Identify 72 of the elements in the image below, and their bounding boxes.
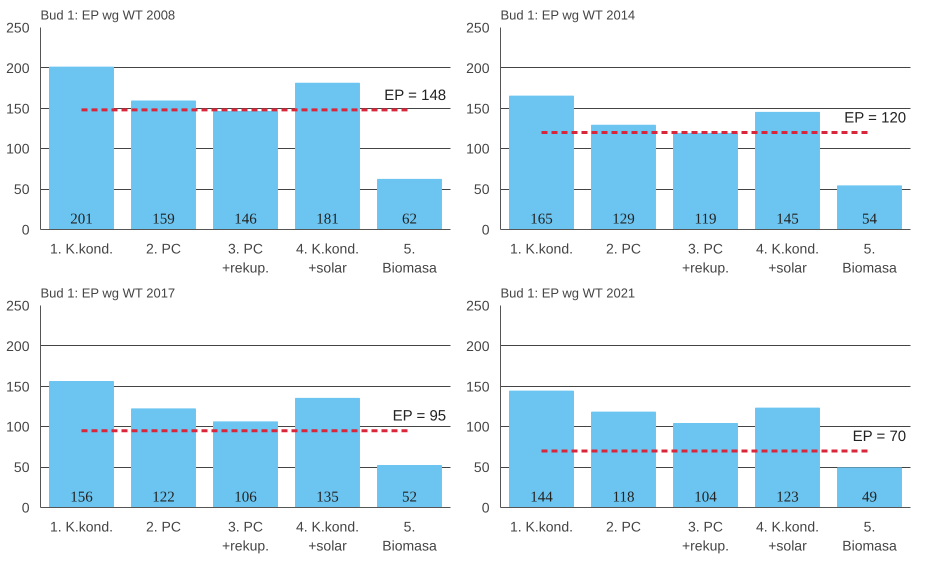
y-tick-label: 100	[6, 418, 30, 435]
x-tick-label: 4. K.kond. +solar	[296, 518, 360, 554]
y-tick-label: 250	[6, 298, 30, 314]
y-tick-label: 50	[14, 181, 30, 198]
y-tick-label: 250	[466, 298, 490, 314]
y-tick-label: 150	[6, 100, 30, 116]
y-tick-label: 150	[466, 100, 490, 116]
x-tick-label: 1. K.kond.	[510, 518, 574, 534]
data-label: 145	[776, 212, 799, 228]
y-tick-label: 0	[482, 222, 490, 238]
data-label: 123	[776, 490, 799, 506]
data-label: 144	[530, 490, 554, 506]
data-label: 159	[152, 212, 175, 228]
x-tick-label: 1. K.kond.	[510, 240, 574, 256]
data-label: 106	[234, 490, 258, 506]
y-tick-label: 100	[466, 140, 490, 157]
y-tick-label: 200	[466, 60, 490, 76]
y-tick-label: 0	[22, 222, 30, 238]
x-tick-label: 2. PC	[606, 240, 642, 256]
data-label: 54	[862, 212, 878, 228]
y-tick-label: 200	[6, 60, 30, 76]
y-tick-label: 50	[474, 459, 490, 476]
x-tick-label: 4. K.kond. +solar	[756, 240, 820, 276]
x-tick-label: 5. Biomasa	[842, 518, 897, 554]
x-tick-label: 2. PC	[146, 518, 182, 534]
x-tick-label: 3. PC +rekup.	[222, 240, 270, 276]
ref-line-label: EP = 70	[852, 428, 906, 445]
ref-line-label: EP = 95	[392, 408, 446, 425]
x-tick-label: 3. PC +rekup.	[682, 240, 730, 276]
x-tick-label: 2. PC	[606, 518, 642, 534]
data-label: 122	[152, 490, 175, 506]
data-label: 129	[612, 212, 635, 228]
chart-title: Bud 1: EP wg WT 2021	[500, 286, 636, 300]
data-label: 104	[694, 490, 718, 506]
y-tick-label: 50	[14, 459, 30, 476]
y-tick-label: 250	[6, 20, 30, 36]
x-tick-label: 5. Biomasa	[382, 240, 437, 276]
data-label: 62	[402, 212, 417, 228]
data-label: 119	[694, 212, 716, 228]
ref-line-label: EP = 148	[384, 86, 446, 104]
y-tick-label: 0	[22, 500, 30, 516]
y-tick-label: 100	[466, 418, 490, 435]
data-label: 165	[530, 212, 553, 228]
y-tick-label: 100	[6, 140, 30, 157]
x-tick-label: 4. K.kond. +solar	[296, 240, 360, 276]
x-tick-label: 5. Biomasa	[382, 518, 437, 554]
chart-title: Bud 1: EP wg WT 2008	[40, 8, 176, 22]
y-tick-label: 200	[6, 338, 30, 354]
chart-title: Bud 1: EP wg WT 2014	[500, 8, 636, 22]
data-label: 146	[234, 212, 258, 228]
data-label: 201	[70, 212, 93, 228]
x-tick-label: 4. K.kond. +solar	[756, 518, 820, 554]
data-label: 49	[862, 490, 877, 506]
x-tick-label: 1. K.kond.	[50, 240, 114, 256]
x-tick-label: 5. Biomasa	[842, 240, 897, 276]
data-label: 118	[612, 490, 634, 506]
y-tick-label: 150	[6, 378, 30, 394]
data-label: 181	[316, 212, 339, 228]
y-tick-label: 200	[466, 338, 490, 354]
data-label: 52	[402, 490, 417, 506]
y-tick-label: 250	[466, 20, 490, 36]
data-label: 156	[70, 490, 94, 506]
x-tick-label: 1. K.kond.	[50, 518, 114, 534]
ref-line-label: EP = 120	[844, 110, 906, 127]
x-tick-label: 3. PC +rekup.	[682, 518, 730, 554]
chart-title: Bud 1: EP wg WT 2017	[40, 286, 176, 300]
y-tick-label: 0	[482, 500, 490, 516]
y-tick-label: 50	[474, 181, 490, 198]
x-tick-label: 3. PC +rekup.	[222, 518, 270, 554]
x-tick-label: 2. PC	[146, 240, 182, 256]
data-label: 135	[316, 490, 339, 506]
y-tick-label: 150	[466, 378, 490, 394]
